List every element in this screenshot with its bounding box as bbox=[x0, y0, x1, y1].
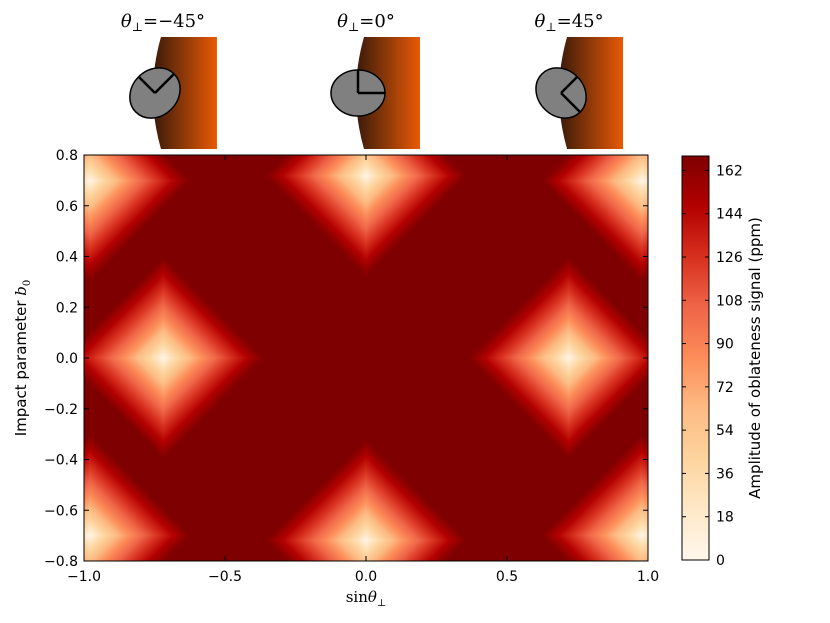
x-tick-label: 1.0 bbox=[637, 569, 659, 585]
inset-2: θ⊥=45° bbox=[534, 11, 624, 149]
equator-line bbox=[560, 92, 582, 113]
inset-1: θ⊥=0° bbox=[330, 11, 420, 149]
planet bbox=[535, 67, 587, 119]
colorbar-tick-label: 36 bbox=[716, 466, 734, 482]
colorbar-tick-label: 162 bbox=[716, 163, 743, 179]
colorbar-tick-label: 126 bbox=[716, 250, 743, 266]
star-limb bbox=[559, 37, 624, 149]
x-tick-label: −1.0 bbox=[67, 569, 101, 585]
star-limb bbox=[152, 37, 217, 149]
inset-label: θ⊥=−45° bbox=[121, 11, 205, 34]
colorbar-tick-label: 0 bbox=[716, 553, 725, 569]
colorbar-tick-label: 90 bbox=[716, 337, 734, 353]
colorbar-tick-label: 54 bbox=[716, 423, 734, 439]
planet bbox=[129, 67, 181, 119]
y-tick-label: −0.8 bbox=[44, 554, 78, 570]
colorbar-tick-label: 108 bbox=[716, 293, 743, 309]
y-axis: 0.8 0.6 0.4 0.2 0.0 −0.2 −0.4 −0.6 −0.8 bbox=[44, 148, 648, 570]
equator-line bbox=[154, 73, 175, 94]
colorbar-frame bbox=[681, 155, 710, 561]
pole-line bbox=[137, 75, 156, 94]
planet bbox=[330, 69, 386, 117]
colorbar bbox=[682, 156, 709, 560]
y-tick-label: 0.6 bbox=[56, 199, 78, 215]
pole-line bbox=[560, 75, 579, 94]
y-axis-title: Impact parameter b0 bbox=[12, 280, 33, 437]
x-tick-label: 0.0 bbox=[355, 569, 377, 585]
colorbar-tick-label: 144 bbox=[716, 207, 743, 223]
y-tick-label: 0.4 bbox=[56, 250, 78, 266]
colorbar-ticks: 0 18 36 54 72 90 108 126 144 162 bbox=[682, 163, 743, 569]
x-axis-title: sinθ⊥ bbox=[346, 588, 387, 609]
x-tick-label: −0.5 bbox=[208, 569, 242, 585]
inset-label: θ⊥=0° bbox=[337, 11, 395, 34]
y-tick-label: 0.0 bbox=[56, 351, 78, 367]
colorbar-label: Amplitude of oblateness signal (ppm) bbox=[746, 217, 764, 499]
y-tick-label: −0.4 bbox=[44, 453, 78, 469]
colorbar-tick-label: 18 bbox=[716, 510, 734, 526]
inset-diagrams: θ⊥=−45° θ⊥=0° θ⊥=45° bbox=[121, 11, 624, 149]
heatmap-field bbox=[84, 155, 648, 561]
inset-label: θ⊥=45° bbox=[534, 11, 603, 34]
x-tick-label: 0.5 bbox=[496, 569, 518, 585]
x-axis: −1.0 −0.5 0.0 0.5 1.0 bbox=[67, 155, 659, 585]
colorbar-tick-label: 72 bbox=[716, 380, 734, 396]
star-limb bbox=[356, 37, 420, 149]
y-tick-label: −0.6 bbox=[44, 503, 78, 519]
inset-0: θ⊥=−45° bbox=[121, 11, 217, 149]
y-tick-label: 0.2 bbox=[56, 300, 78, 316]
y-tick-label: −0.2 bbox=[44, 402, 78, 418]
y-tick-label: 0.8 bbox=[56, 148, 78, 164]
